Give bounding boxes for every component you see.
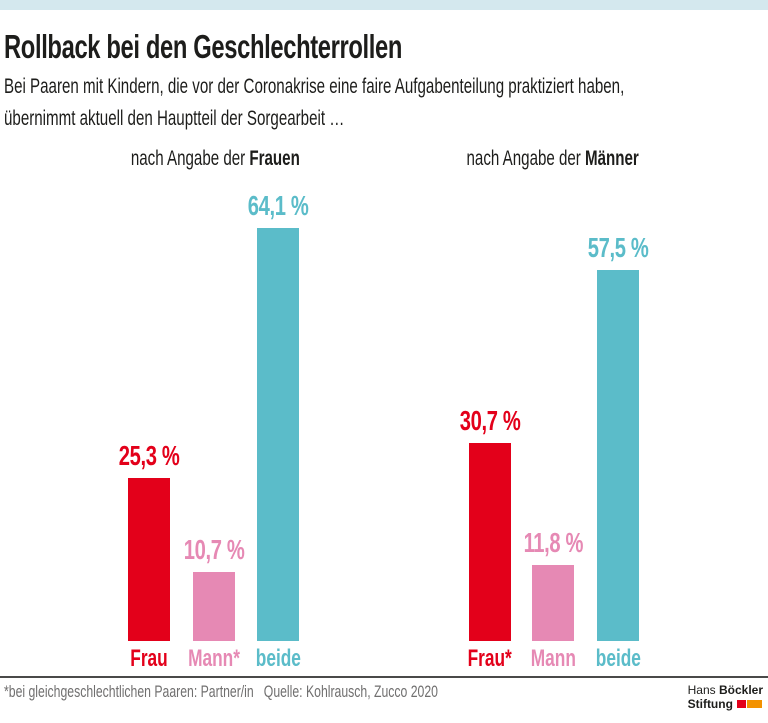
bar-value-label: 10,7 %: [183, 534, 245, 565]
bar-frauen-Frau: [128, 478, 170, 641]
footer-divider: [0, 676, 768, 678]
bar-value-label: 30,7 %: [459, 405, 521, 436]
hbs-logo: Hans Böckler Stiftung: [688, 683, 763, 711]
bar-category-label: Mann*: [188, 645, 240, 672]
logo-hans: Hans: [687, 683, 719, 697]
bar-category-label: Frau: [130, 645, 168, 672]
page-title-text: Rollback bei den Geschlechterrollen: [4, 28, 403, 65]
footnote-note: *bei gleichgeschlechtlichen Paaren: Part…: [4, 682, 254, 701]
bar-category-label: beide: [255, 645, 301, 672]
bar-value-label: 11,8 %: [523, 527, 583, 558]
footnote-source: Quelle: Kohlrausch, Zucco 2020: [263, 682, 438, 701]
bar-value-label: 25,3 %: [118, 440, 180, 471]
bar-frauen-Mann: [193, 572, 235, 641]
subtitle-line-2: übernimmt aktuell den Hauptteil der Sorg…: [4, 107, 345, 130]
logo-orange-block-icon: [746, 700, 762, 708]
page-subtitle: Bei Paaren mit Kindern, die vor der Coro…: [4, 71, 768, 135]
logo-stiftung: Stiftung: [687, 697, 733, 711]
bar-category-label: Mann: [530, 645, 576, 672]
bar-männer-beide: [597, 270, 639, 641]
group-header-emphasis: Frauen: [249, 147, 300, 170]
bar-value-label: 64,1 %: [247, 190, 309, 221]
logo-red-block-icon: [736, 700, 746, 708]
bar-value-label: 57,5 %: [587, 232, 649, 263]
page-title: Rollback bei den Geschlechterrollen: [4, 28, 557, 66]
group-header-emphasis: Männer: [585, 147, 640, 170]
top-accent-bar: [0, 0, 768, 10]
group-header-maenner: nach Angabe der Männer: [393, 147, 713, 171]
bar-frauen-beide: [257, 228, 299, 641]
bar-category-label: beide: [595, 645, 641, 672]
bar-männer-Mann: [532, 565, 574, 641]
group-header-prefix: nach Angabe der: [130, 147, 250, 170]
group-header-prefix: nach Angabe der: [466, 147, 586, 170]
logo-boeckler: Böckler: [718, 683, 763, 697]
subtitle-line-1: Bei Paaren mit Kindern, die vor der Coro…: [4, 75, 625, 98]
group-header-frauen: nach Angabe der Frauen: [55, 147, 375, 171]
logo-line-2: Stiftung: [688, 697, 763, 711]
bar-category-label: Frau*: [467, 645, 513, 672]
logo-line-1: Hans Böckler: [688, 683, 763, 697]
footnote: *bei gleichgeschlechtlichen Paaren: Part…: [4, 682, 607, 702]
bar-männer-Frau: [469, 443, 511, 641]
